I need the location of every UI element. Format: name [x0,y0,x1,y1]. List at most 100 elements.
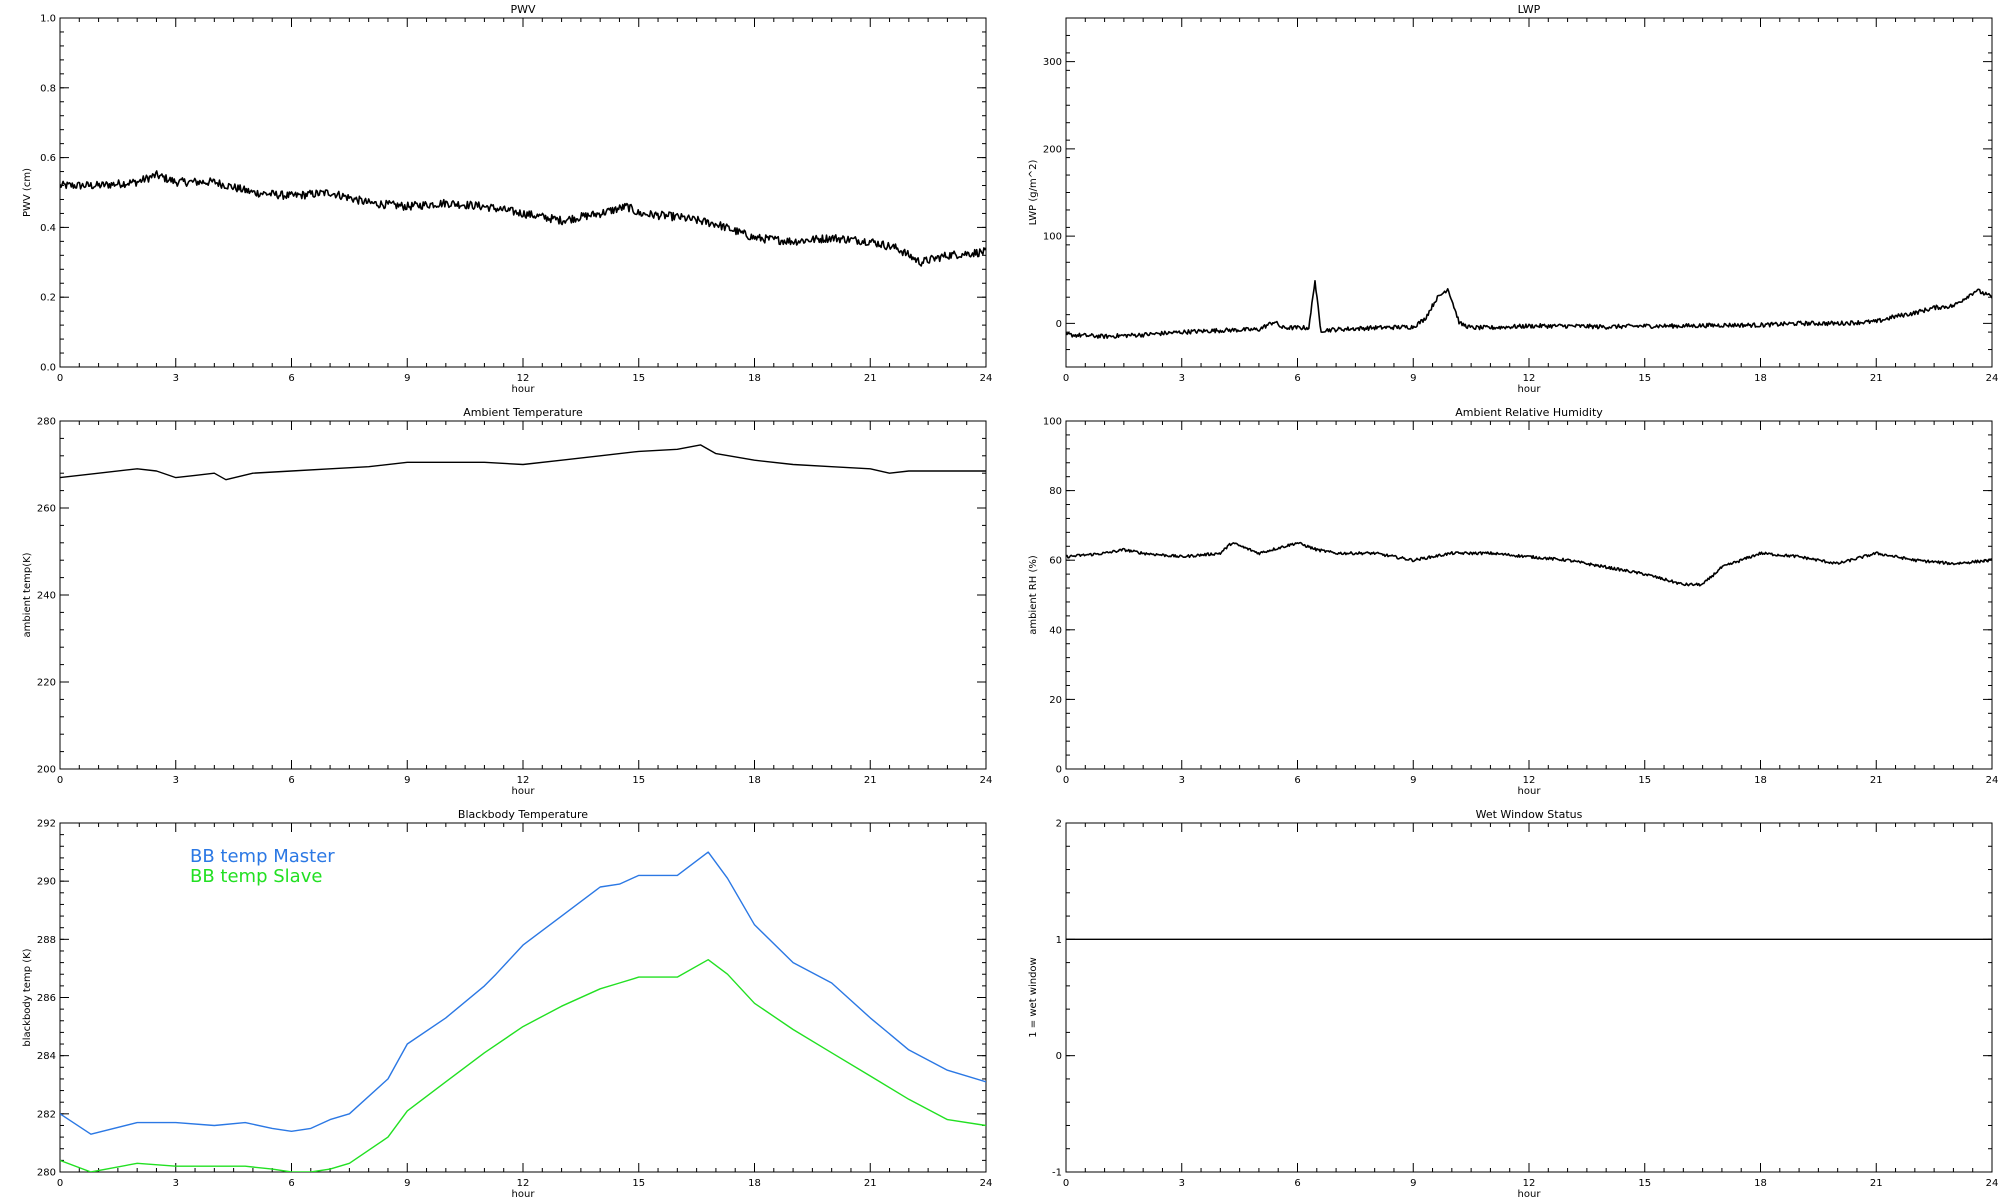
y-tick-label: 200 [1043,144,1062,155]
x-tick-label: 18 [1754,775,1767,786]
y-tick-label: -1 [1052,1168,1062,1179]
y-tick-label: 0.4 [40,223,56,234]
plot-frame [59,420,987,770]
y-tick-label: 286 [37,993,56,1004]
y-tick-label: 300 [1043,57,1062,68]
y-axis-label: ambient temp(K) [22,552,33,637]
y-tick-label: 1 [1056,935,1062,946]
x-tick-label: 0 [1063,373,1069,384]
x-axis-label: hour [1518,384,1542,395]
y-tick-label: 100 [1043,232,1062,243]
y-tick-label: 40 [1049,625,1062,636]
x-tick-label: 21 [1870,775,1883,786]
plot-frame [59,17,987,368]
x-tick-label: 6 [288,775,294,786]
y-tick-label: 260 [37,504,56,515]
y-tick-label: 2 [1056,819,1062,830]
x-tick-label: 3 [173,775,179,786]
x-tick-label: 6 [288,373,294,384]
y-tick-label: 280 [37,1168,56,1179]
chart-panel-0: 0 3 6 9 12 15 18 21 24 0.0 0.2 0.4 0.6 0.8 1.0 PWV hour P… [22,3,992,395]
x-tick-label: 3 [1179,373,1185,384]
x-tick-label: 3 [173,1178,179,1189]
y-tick-label: 282 [37,1109,56,1120]
y-axis-label: 1 = wet window [1028,957,1039,1037]
x-tick-label: 9 [1410,1178,1416,1189]
x-tick-label: 3 [1179,775,1185,786]
y-tick-label: 1.0 [40,14,56,25]
x-tick-label: 24 [1986,373,1999,384]
x-tick-label: 12 [517,373,530,384]
x-tick-label: 24 [1986,775,1999,786]
y-tick-label: 100 [1043,417,1062,428]
x-tick-label: 15 [632,775,645,786]
x-tick-label: 9 [404,775,410,786]
x-tick-label: 18 [1754,373,1767,384]
series-line-0 [60,851,986,1135]
x-tick-label: 0 [57,373,63,384]
y-tick-label: 200 [37,765,56,776]
x-tick-label: 18 [748,775,761,786]
y-axis-label: blackbody temp (K) [22,948,33,1046]
x-tick-label: 12 [1523,373,1536,384]
plot-frame [1065,420,1993,770]
y-axis-label: LWP (g/m^2) [1028,160,1039,226]
y-tick-label: 280 [37,417,56,428]
x-tick-label: 12 [1523,1178,1536,1189]
y-tick-label: 0.6 [40,153,56,164]
x-tick-label: 15 [632,373,645,384]
chart-panel-3: 0 3 6 9 12 15 18 21 24 0 20 40 60 80 100 Ambient Relati… [1028,406,1998,797]
x-tick-label: 0 [1063,1178,1069,1189]
y-axis-label: PWV (cm) [22,168,33,217]
x-tick-label: 9 [1410,775,1416,786]
series-line-0 [1066,279,1992,340]
x-axis-label: hour [512,384,536,395]
x-tick-label: 12 [517,775,530,786]
x-axis-label: hour [1518,1189,1542,1200]
x-tick-label: 21 [1870,373,1883,384]
y-tick-label: 240 [37,591,56,602]
x-tick-label: 9 [404,1178,410,1189]
x-tick-label: 21 [864,1178,877,1189]
y-tick-label: 0.2 [40,293,56,304]
legend-entry-0: BB temp Master [190,846,335,867]
plot-frame [1065,822,1993,1173]
x-tick-label: 18 [748,373,761,384]
chart-title: Wet Window Status [1476,808,1583,821]
y-tick-label: 288 [37,935,56,946]
x-axis-label: hour [1518,786,1542,797]
y-tick-label: 292 [37,819,56,830]
y-tick-label: 0 [1056,1051,1062,1062]
series-line-1 [60,959,986,1172]
x-tick-label: 15 [1638,373,1651,384]
x-tick-label: 15 [1638,1178,1651,1189]
chart-panel-2: 0 3 6 9 12 15 18 21 24 200 220 240 260 280 Ambient Tem… [22,406,992,797]
legend-entry-1: BB temp Slave [190,866,322,887]
y-tick-label: 0 [1056,319,1062,330]
y-tick-label: 0.8 [40,83,56,94]
x-tick-label: 24 [980,373,993,384]
y-tick-label: 0 [1056,765,1062,776]
x-tick-label: 0 [57,775,63,786]
x-tick-label: 0 [1063,775,1069,786]
x-tick-label: 21 [864,775,877,786]
chart-title: PWV [510,3,536,16]
series-line-0 [1066,541,1992,587]
series-line-0 [60,170,986,267]
y-tick-label: 80 [1049,486,1062,497]
x-tick-label: 15 [632,1178,645,1189]
x-tick-label: 21 [1870,1178,1883,1189]
x-tick-label: 9 [1410,373,1416,384]
x-tick-label: 12 [1523,775,1536,786]
series-line-0 [60,444,986,481]
x-tick-label: 24 [980,1178,993,1189]
x-tick-label: 21 [864,373,877,384]
x-tick-label: 15 [1638,775,1651,786]
y-tick-label: 290 [37,877,56,888]
x-tick-label: 12 [517,1178,530,1189]
y-tick-label: 284 [37,1051,56,1062]
chart-panel-1: 0 3 6 9 12 15 18 21 24 0 100 200 300 LWP hour LWP (g/m^… [1028,3,1998,395]
x-tick-label: 18 [748,1178,761,1189]
